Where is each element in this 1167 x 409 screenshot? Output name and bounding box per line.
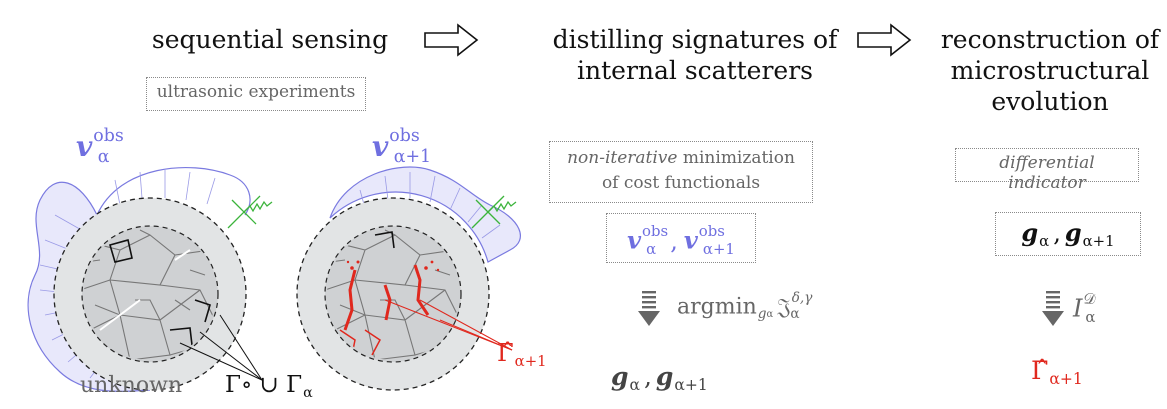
right-arrow-outline-icon: [857, 23, 912, 57]
wavefield-right: [329, 166, 521, 263]
v-obs-alpha-label: vobsα: [76, 126, 124, 167]
stage-2-title: distilling signatures of internal scatte…: [552, 25, 838, 85]
signatures-result: gα, gα+1: [611, 362, 708, 395]
stage-3-title: reconstruction of microstructural evolut…: [940, 25, 1160, 116]
reconstruction-result: Γ̂α+1: [1031, 356, 1083, 389]
crack-paths: [339, 264, 430, 356]
transducer-icon: [227, 195, 273, 229]
indicator-box: differential indicator: [955, 148, 1139, 193]
crack-label: Γ̂α+1: [497, 339, 547, 371]
right-arrow-outline-icon: [424, 23, 479, 57]
transducer-icon: [471, 195, 517, 229]
experiments-box: ultrasonic experiments: [146, 77, 366, 111]
down-arrow-icon: [638, 291, 660, 326]
indicator-label: I𝒟α: [1073, 290, 1096, 326]
argmin-label: argmingα 𝔍δ,γα: [677, 290, 813, 323]
signatures-box: gα, gα+1: [995, 212, 1141, 256]
observations-box: vobsα, vobsα+1: [606, 213, 756, 263]
gamma-union-label: Γ∘ ∪ Γα: [225, 372, 313, 401]
unknown-label: unknown: [80, 373, 183, 398]
down-arrow-icon: [1042, 291, 1064, 326]
minimization-box: non-iterative minimization of cost funct…: [549, 141, 813, 203]
stage-1-title: sequential sensing: [151, 25, 389, 54]
specimen-right: [296, 166, 521, 391]
specimen-left: [27, 166, 273, 392]
v-obs-alpha1-label: vobsα+1: [372, 126, 432, 167]
